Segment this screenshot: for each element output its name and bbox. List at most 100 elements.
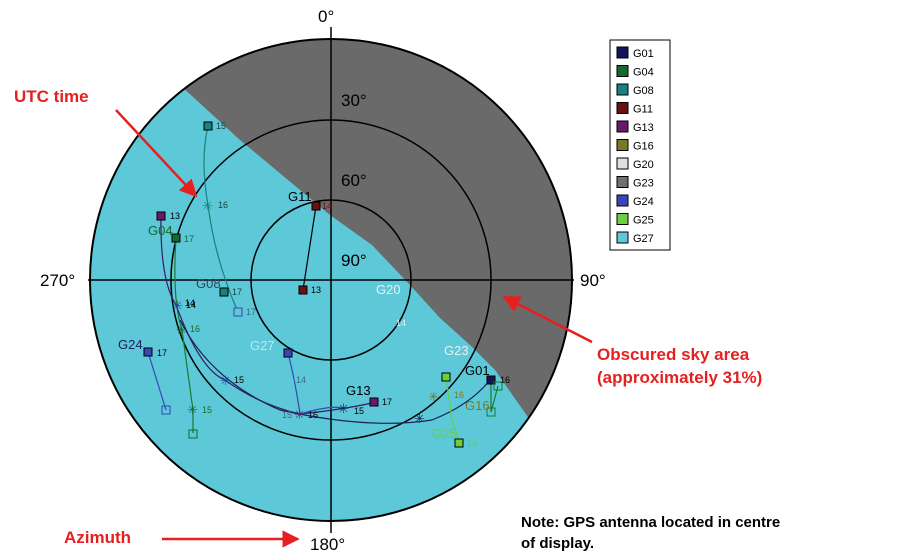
sat-name-g01: G01: [465, 363, 490, 378]
star-mark: ✳: [338, 401, 349, 416]
marker-g25-14: [454, 438, 464, 448]
hour-g11-14: 14: [322, 201, 332, 211]
track-g11: [302, 205, 317, 291]
hour-g13-14: 14: [186, 300, 196, 310]
hour-g27-15: 15: [282, 410, 292, 420]
hour-g20-14: 14: [396, 318, 406, 328]
marker-g24-17: [143, 347, 153, 357]
hour-g01-16: 16: [500, 375, 510, 385]
legend-label-g27: G27: [633, 233, 654, 245]
hour-g11-13: 13: [311, 285, 321, 295]
star-mark: ✳: [428, 389, 439, 404]
legend-swatch-g16: [616, 139, 629, 151]
star-mark: ✳: [202, 198, 213, 213]
satellite-markers: 14 13 15 16 17 13 14 15 16 17 17 16 15 1…: [143, 121, 510, 448]
hour-g08-15: 15: [216, 121, 226, 131]
hour-g24-14: 14: [185, 298, 195, 308]
hour-g13-17: 17: [382, 397, 392, 407]
star-mark: ✳: [187, 402, 198, 417]
azimuth-label-0: 0°: [318, 7, 334, 26]
marker-g08-17: [219, 287, 229, 297]
legend-swatch-g23: [616, 176, 629, 188]
marker-g11-14: [311, 201, 321, 211]
annotation-obscured: Obscured sky area: [597, 345, 750, 364]
legend-label-g20: G20: [633, 159, 654, 171]
hour-g24-15: 15: [354, 406, 364, 416]
sat-name-g20: G20: [376, 282, 401, 297]
marker-g16-16: [493, 381, 503, 391]
star-mark: ✳: [220, 373, 231, 388]
legend-swatch-g01: [616, 46, 629, 59]
hour-g16-16: 16: [454, 390, 464, 400]
legend-label-g13: G13: [633, 122, 654, 134]
annotation-obscured-percent: (approximately 31%): [597, 368, 762, 387]
arrow-obscured: [502, 295, 593, 344]
track-g01-arc: [179, 319, 491, 424]
note-line-2: of display.: [521, 535, 594, 552]
hour-g27-14: 14: [296, 375, 306, 385]
hour-g04-17: 17: [184, 234, 194, 244]
track-g04: [174, 237, 194, 433]
hour-g13-16: 16: [308, 410, 318, 420]
hour-g27-17: 17: [246, 307, 256, 317]
track-g01: [490, 380, 499, 413]
note-line-1: Note: GPS antenna located in centre: [521, 514, 780, 531]
hour-g08-17: 17: [232, 287, 242, 297]
marker-g24-end: [161, 405, 171, 415]
legend-swatch-g27: [616, 231, 629, 244]
legend-label-g08: G08: [633, 85, 654, 97]
obscured-sky-area: [160, 39, 572, 430]
marker-g04-17: [171, 233, 181, 243]
azimuth-label-180: 180°: [310, 535, 345, 554]
marker-g13-13: [156, 211, 166, 221]
sat-name-g11: G11: [288, 189, 312, 204]
marker-g16-end: [486, 407, 496, 417]
marker-g11-13: [298, 285, 308, 295]
legend: G01 G04 G08 G11 G13 G16 G20 G23 G24 G25 G27: [609, 39, 671, 251]
legend-swatch-g11: [616, 102, 629, 114]
marker-g08-15: [203, 121, 213, 131]
legend-swatch-g13: [616, 120, 629, 133]
hour-g13-13: 13: [170, 211, 180, 221]
sat-name-g23: G23: [444, 343, 469, 358]
legend-label-g25: G25: [633, 215, 654, 227]
sat-name-g08: G08: [196, 276, 221, 291]
marker-g13-17: [369, 397, 379, 407]
track-g08: [203, 125, 239, 313]
elevation-label-60: 60°: [341, 171, 367, 190]
marker-g01-16: [486, 375, 496, 385]
sat-name-g16: G16: [465, 398, 490, 413]
legend-swatch-g24: [616, 194, 629, 207]
legend-swatch-g25: [616, 213, 629, 225]
star-mark: ✳: [414, 411, 425, 426]
star-mark: ✳: [284, 373, 295, 388]
star-mark: ✳: [172, 298, 183, 313]
marker-g27-17: [233, 307, 243, 317]
legend-swatch-g08: [616, 83, 629, 96]
hour-g25-14: 14: [467, 438, 477, 448]
marker-g27-13: [283, 348, 293, 358]
star-mark: ✳: [294, 407, 305, 422]
hour-g08-16: 16: [218, 200, 228, 210]
elevation-label-90: 90°: [341, 251, 367, 270]
hour-g13-15: 15: [234, 375, 244, 385]
legend-swatch-g04: [616, 65, 629, 77]
annotation-azimuth: Azimuth: [64, 528, 131, 547]
annotation-utc-time: UTC time: [14, 87, 89, 106]
hour-g04-16: 16: [190, 324, 200, 334]
marker-g25-start: [441, 372, 451, 382]
satellite-names: G11 G04 G08 G24 G27 G13 G20 G23 G01 G16 …: [118, 189, 490, 441]
sat-name-g04: G04: [148, 223, 173, 238]
legend-label-g01: G01: [633, 48, 654, 60]
marker-g04-end: [188, 429, 198, 439]
legend-label-g04: G04: [633, 67, 654, 79]
sat-name-g25: G25: [432, 426, 457, 441]
star-mark: ✳: [176, 322, 187, 337]
hour-g04-15: 15: [202, 405, 212, 415]
track-g24: [147, 351, 167, 411]
hour-g24-17: 17: [157, 348, 167, 358]
sat-name-g13: G13: [346, 383, 371, 398]
elevation-label-30: 30°: [341, 91, 367, 110]
sat-name-g24: G24: [118, 337, 143, 352]
legend-label-g11: G11: [633, 104, 653, 116]
